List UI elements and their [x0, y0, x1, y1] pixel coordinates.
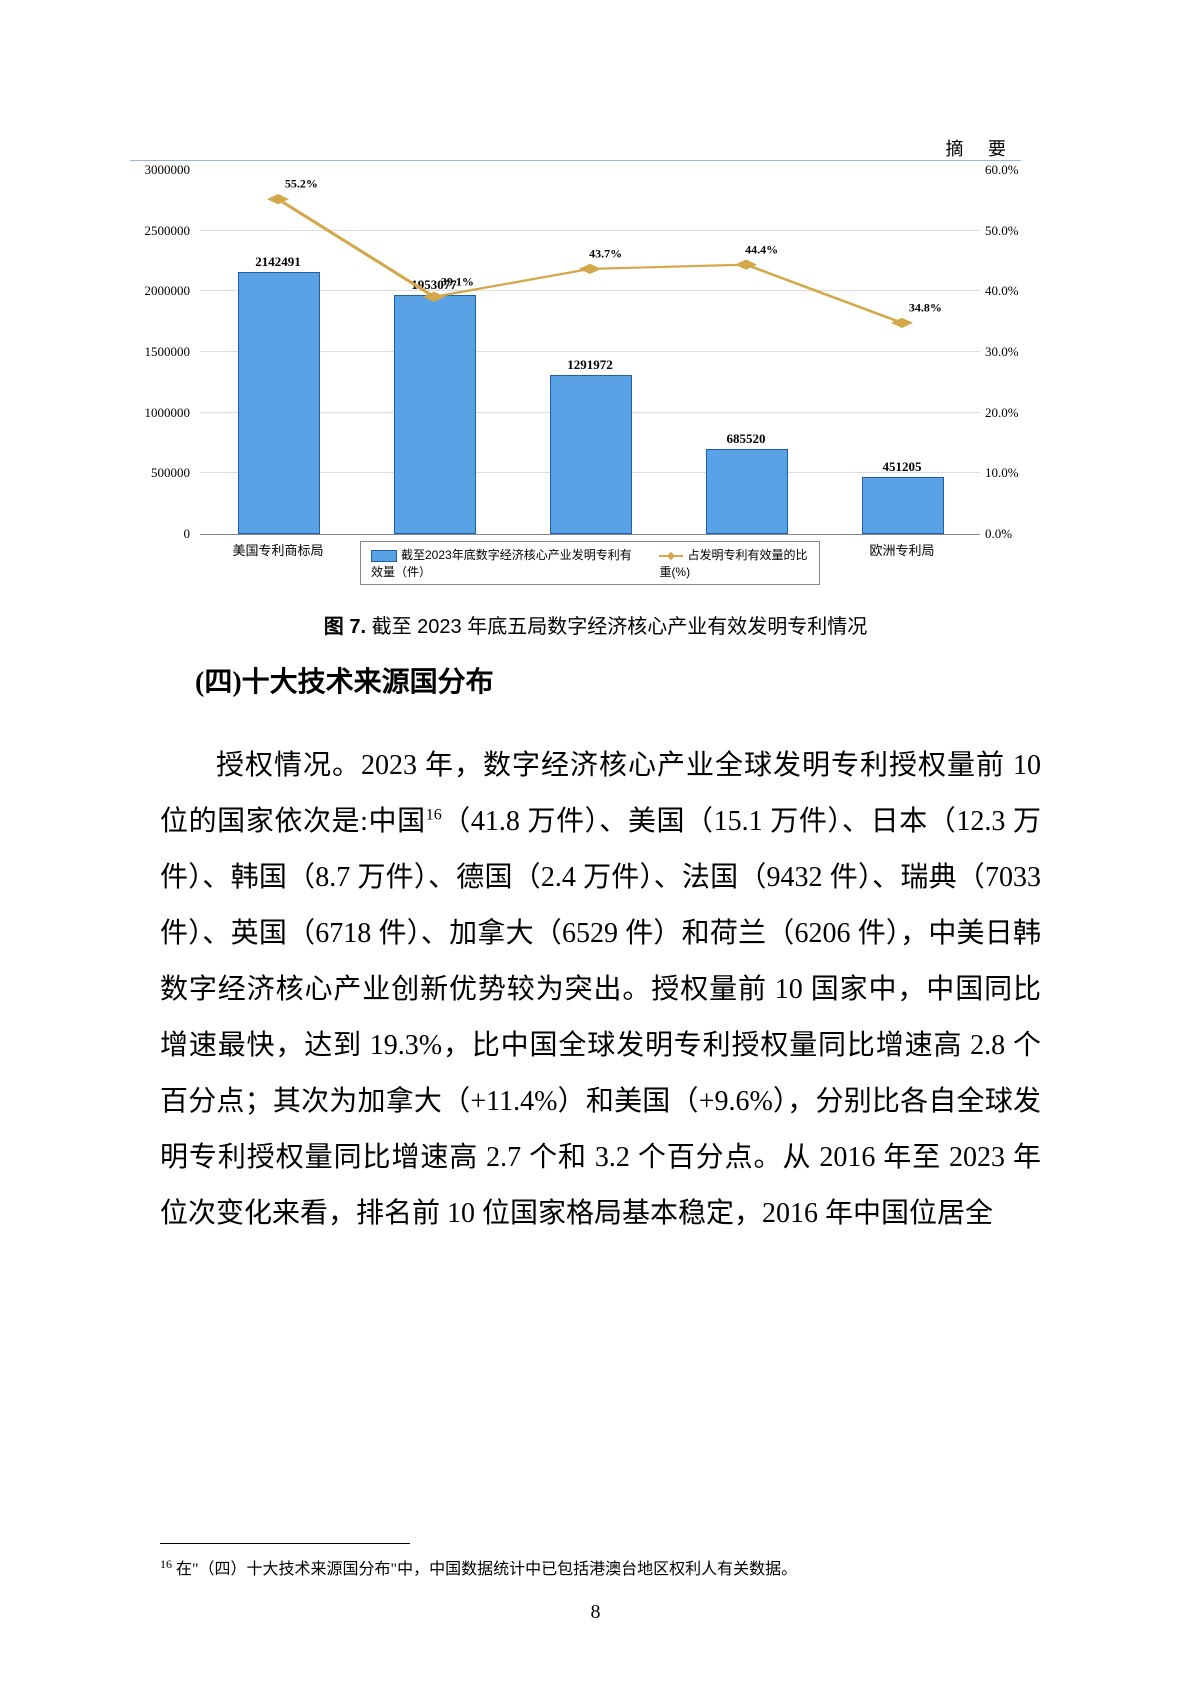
y-right-tick: 30.0% [985, 344, 1040, 360]
y-right-tick: 40.0% [985, 283, 1040, 299]
y-left-tick: 2500000 [130, 223, 190, 239]
y-right-tick: 20.0% [985, 405, 1040, 421]
footnote-text: 在"（四）十大技术来源国分布"中，中国数据统计中已包括港澳台地区权利人有关数据。 [176, 1561, 797, 1578]
y-left-tick: 1500000 [130, 344, 190, 360]
y-right-tick: 60.0% [985, 162, 1040, 178]
bar-swatch-icon [371, 550, 397, 562]
y-left-tick: 3000000 [130, 162, 190, 178]
footnote: 16 在"（四）十大技术来源国分布"中，中国数据统计中已包括港澳台地区权利人有关数… [160, 1555, 1041, 1579]
y-left-tick: 1000000 [130, 405, 190, 421]
line-label: 55.2% [285, 177, 318, 192]
legend-bar: 截至2023年底数字经济核心产业发明专利有效量（件） [371, 546, 639, 580]
line-swatch-icon [659, 555, 683, 557]
y-right-tick: 0.0% [985, 526, 1040, 542]
section-title: (四)十大技术来源国分布 [195, 660, 494, 700]
header-rule [130, 160, 1021, 161]
figure-caption: 图 7. 截至 2023 年底五局数字经济核心产业有效发明专利情况 [0, 610, 1191, 639]
y-left-tick: 500000 [130, 465, 190, 481]
line-label: 44.4% [745, 242, 778, 257]
footnote-separator [160, 1543, 410, 1544]
y-right-tick: 50.0% [985, 223, 1040, 239]
body-text: 授权情况。2023 年，数字经济核心产业全球发明专利授权量前 10 位的国家依次… [160, 738, 1041, 1242]
footnote-number: 16 [160, 1557, 172, 1571]
legend-line: 占发明专利有效量的比重(%) [659, 546, 809, 580]
line-label: 39.1% [441, 274, 474, 289]
y-right-tick: 10.0% [985, 465, 1040, 481]
line-label: 34.8% [909, 300, 942, 315]
caption-text: 截至 2023 年底五局数字经济核心产业有效发明专利情况 [366, 616, 867, 638]
chart-legend: 截至2023年底数字经济核心产业发明专利有效量（件） 占发明专利有效量的比重(%… [360, 541, 820, 585]
header-label: 摘 要 [946, 135, 1017, 161]
caption-number: 图 7. [324, 616, 366, 638]
patent-chart: 0 500000 1000000 1500000 2000000 2500000… [130, 170, 1050, 585]
body-paragraph: 授权情况。2023 年，数字经济核心产业全球发明专利授权量前 10 位的国家依次… [160, 710, 1041, 1270]
y-left-tick: 2000000 [130, 283, 190, 299]
line-series [200, 170, 980, 534]
x-label: 美国专利商标局 [198, 540, 358, 559]
x-label: 欧洲专利局 [822, 540, 982, 559]
legend-line-label: 占发明专利有效量的比重(%) [659, 548, 807, 579]
page: 摘 要 0 500000 1000000 1500000 2000000 250… [0, 0, 1191, 1684]
y-left-tick: 0 [130, 526, 190, 542]
page-number: 8 [0, 1601, 1191, 1624]
line-label: 43.7% [589, 246, 622, 261]
legend-bar-label: 截至2023年底数字经济核心产业发明专利有效量（件） [371, 548, 632, 579]
plot-area: 0 500000 1000000 1500000 2000000 2500000… [200, 170, 980, 535]
